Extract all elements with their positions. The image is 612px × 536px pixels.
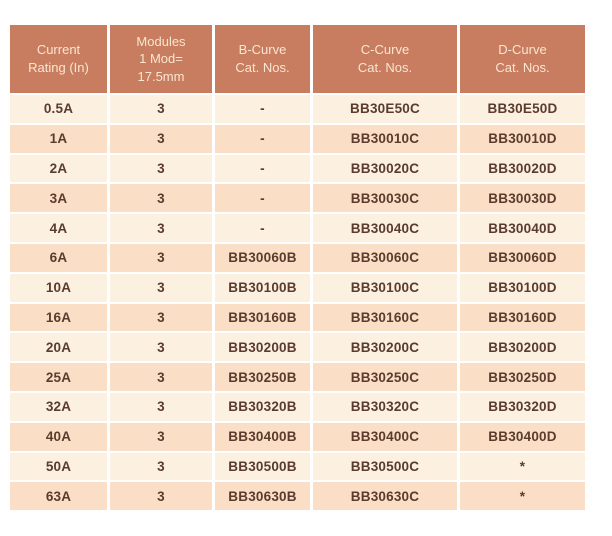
row-label-cell: 25A (10, 363, 107, 391)
table-cell: 3 (110, 243, 212, 272)
table-cell: BB30160C (313, 303, 457, 332)
column-header-1: Modules 1 Mod= 17.5mm (110, 25, 212, 93)
table-cell: BB30040D (460, 214, 585, 242)
table-cell: 3 (110, 214, 212, 242)
table-cell: BB30010D (460, 124, 585, 153)
table-cell: 3 (110, 124, 212, 153)
row-label-cell: 2A (10, 154, 107, 183)
row-label-cell: 3A (10, 184, 107, 213)
table-cell: BB30250C (313, 363, 457, 391)
table-cell: 3 (110, 184, 212, 213)
table-cell: BB30010C (313, 124, 457, 153)
table-cell: BB30020C (313, 154, 457, 183)
column-header-2: B-Curve Cat. Nos. (215, 25, 310, 93)
table-cell: 3 (110, 273, 212, 302)
table-cell: BB30500C (313, 452, 457, 481)
row-label-cell: 63A (10, 482, 107, 511)
table-cell: BB30E50D (460, 95, 585, 123)
table-cell: BB30320C (313, 392, 457, 421)
table-cell: - (215, 124, 310, 153)
table-cell: BB30250B (215, 363, 310, 391)
row-label-cell: 16A (10, 303, 107, 332)
row-label-cell: 40A (10, 422, 107, 451)
table-cell: BB30030D (460, 184, 585, 213)
row-label-cell: 0.5A (10, 95, 107, 123)
row-label-cell: 20A (10, 333, 107, 362)
table-cell: BB30400C (313, 422, 457, 451)
table-cell: * (460, 482, 585, 511)
table-cell: BB30200B (215, 333, 310, 362)
table-cell: - (215, 154, 310, 183)
table-cell: BB30400B (215, 422, 310, 451)
row-label-cell: 1A (10, 124, 107, 153)
table-cell: BB30320B (215, 392, 310, 421)
row-label-cell: 6A (10, 243, 107, 272)
table-cell: 3 (110, 95, 212, 123)
table-cell: BB30030C (313, 184, 457, 213)
table-cell: 3 (110, 333, 212, 362)
row-label-cell: 32A (10, 392, 107, 421)
table-cell: BB30060B (215, 243, 310, 272)
table-cell: BB30630B (215, 482, 310, 511)
table-cell: BB30100D (460, 273, 585, 302)
column-header-4: D-Curve Cat. Nos. (460, 25, 585, 93)
table-cell: BB30100C (313, 273, 457, 302)
column-header-3: C-Curve Cat. Nos. (313, 25, 457, 93)
table-cell: 3 (110, 452, 212, 481)
table-cell: 3 (110, 154, 212, 183)
table-cell: - (215, 184, 310, 213)
table-cell: BB30040C (313, 214, 457, 242)
catalog-table: Current Rating (In) Modules 1 Mod= 17.5mm… (10, 25, 585, 511)
table-cell: BB30320D (460, 392, 585, 421)
table-cell: BB30060D (460, 243, 585, 272)
table-cell: BB30250D (460, 363, 585, 391)
table-cell: BB30400D (460, 422, 585, 451)
table-cell: - (215, 95, 310, 123)
row-label-cell: 4A (10, 214, 107, 242)
table-cell: BB30630C (313, 482, 457, 511)
table-cell: BB30200C (313, 333, 457, 362)
column-header-0: Current Rating (In) (10, 25, 107, 93)
table-cell: BB30200D (460, 333, 585, 362)
table-cell: BB30160D (460, 303, 585, 332)
table-cell: 3 (110, 392, 212, 421)
row-label-cell: 10A (10, 273, 107, 302)
table-cell: BB30060C (313, 243, 457, 272)
table-cell: * (460, 452, 585, 481)
table-cell: 3 (110, 422, 212, 451)
table-cell: 3 (110, 363, 212, 391)
table-cell: 3 (110, 303, 212, 332)
table-cell: BB30E50C (313, 95, 457, 123)
table-cell: BB30100B (215, 273, 310, 302)
table-cell: 3 (110, 482, 212, 511)
table-cell: BB30020D (460, 154, 585, 183)
table-cell: BB30500B (215, 452, 310, 481)
table-cell: - (215, 214, 310, 242)
row-label-cell: 50A (10, 452, 107, 481)
table-cell: BB30160B (215, 303, 310, 332)
